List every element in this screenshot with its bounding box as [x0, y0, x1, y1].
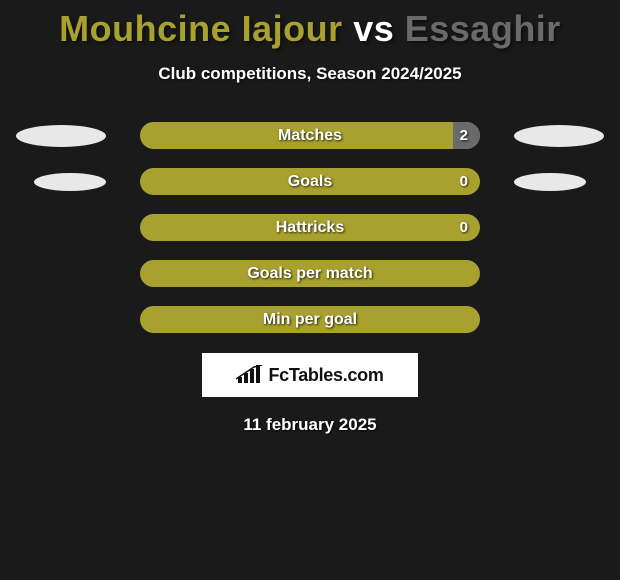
comparison-title: Mouhcine Iajour vs Essaghir: [0, 0, 620, 50]
logo-box: FcTables.com: [202, 353, 418, 397]
stat-label: Goals: [140, 168, 480, 195]
stat-value-right: 0: [460, 214, 468, 241]
stat-value-right: 0: [460, 168, 468, 195]
right-value-ellipse: [514, 125, 604, 147]
right-value-ellipse: [514, 173, 586, 191]
stat-bar: Min per goal: [140, 306, 480, 333]
left-value-ellipse: [16, 125, 106, 147]
stat-label: Min per goal: [140, 306, 480, 333]
stat-bar: Hattricks0: [140, 214, 480, 241]
subtitle: Club competitions, Season 2024/2025: [0, 64, 620, 84]
stat-bar: Goals per match: [140, 260, 480, 287]
stat-value-right: 2: [460, 122, 468, 149]
stat-row: Goals per match: [0, 260, 620, 287]
logo-text: FcTables.com: [268, 365, 383, 386]
date-text: 11 february 2025: [0, 415, 620, 435]
stat-row: Goals0: [0, 168, 620, 195]
stat-row: Min per goal: [0, 306, 620, 333]
stat-label: Hattricks: [140, 214, 480, 241]
bar-chart-icon: [236, 365, 262, 385]
player1-name: Mouhcine Iajour: [59, 8, 343, 49]
stat-label: Matches: [140, 122, 480, 149]
vs-text: vs: [353, 8, 394, 49]
stat-bar: Goals0: [140, 168, 480, 195]
stat-label: Goals per match: [140, 260, 480, 287]
player2-name: Essaghir: [405, 8, 561, 49]
left-value-ellipse: [34, 173, 106, 191]
stat-row: Hattricks0: [0, 214, 620, 241]
stat-rows: Matches2Goals0Hattricks0Goals per matchM…: [0, 122, 620, 333]
stat-bar: Matches2: [140, 122, 480, 149]
stat-row: Matches2: [0, 122, 620, 149]
